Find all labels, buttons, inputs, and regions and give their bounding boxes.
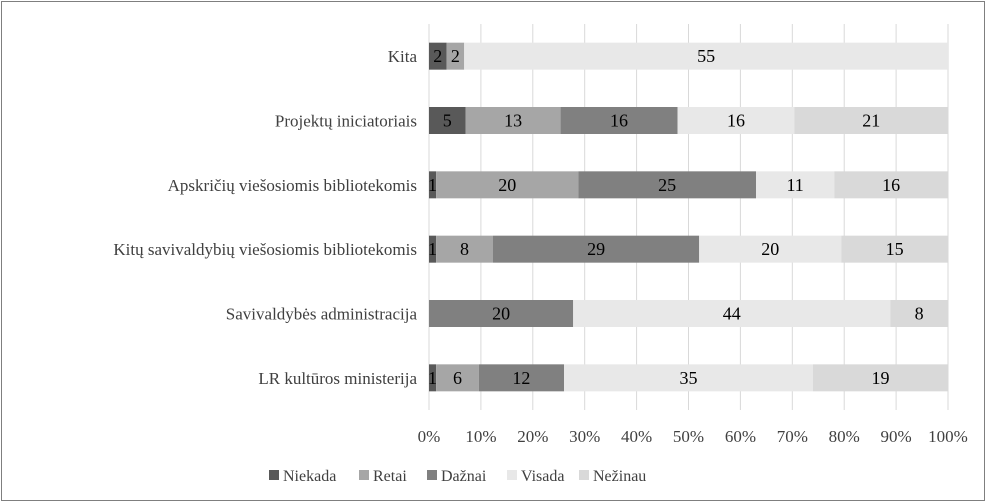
legend-swatch bbox=[427, 470, 437, 480]
bar-segment bbox=[429, 171, 437, 199]
data-label: 5 bbox=[443, 111, 452, 131]
category-label: LR kultūros ministerija bbox=[258, 369, 417, 388]
bar-segment bbox=[794, 107, 948, 134]
data-label: 1 bbox=[428, 175, 437, 195]
data-label: 13 bbox=[504, 111, 522, 131]
data-label: 8 bbox=[915, 304, 924, 324]
x-tick-label: 30% bbox=[569, 427, 600, 446]
data-label: 44 bbox=[723, 304, 741, 324]
x-tick-label: 20% bbox=[517, 427, 548, 446]
bar-segment bbox=[834, 171, 948, 199]
bar-segment bbox=[446, 42, 465, 70]
bar-segment bbox=[573, 300, 891, 327]
x-tick-label: 60% bbox=[725, 427, 756, 446]
data-label: 29 bbox=[587, 239, 605, 259]
category-label: Kita bbox=[388, 47, 418, 66]
legend-swatch bbox=[359, 470, 369, 480]
data-label: 2 bbox=[451, 46, 460, 66]
bar-segment bbox=[436, 364, 479, 392]
bar-segment bbox=[429, 107, 466, 134]
bar-segment bbox=[756, 171, 835, 199]
data-label: 15 bbox=[886, 239, 904, 259]
legend-label: Visada bbox=[521, 468, 564, 485]
bar-segment bbox=[677, 107, 795, 134]
data-label: 12 bbox=[512, 368, 530, 388]
data-label: 16 bbox=[882, 175, 900, 195]
data-label: 20 bbox=[492, 304, 510, 324]
x-tick-label: 80% bbox=[829, 427, 860, 446]
legend-swatch bbox=[579, 470, 589, 480]
x-tick-label: 10% bbox=[465, 427, 496, 446]
bar-segment bbox=[429, 300, 574, 327]
x-tick-label: 40% bbox=[621, 427, 652, 446]
bar-segment bbox=[429, 364, 437, 392]
bar-segment bbox=[564, 364, 813, 392]
x-tick-label: 100% bbox=[928, 427, 968, 446]
data-label: 1 bbox=[428, 368, 437, 388]
category-label: Projektų iniciatoriais bbox=[275, 112, 417, 131]
x-tick-label: 50% bbox=[673, 427, 704, 446]
bar-segment bbox=[841, 235, 948, 263]
legend-label: Nežinau bbox=[593, 468, 646, 485]
data-label: 55 bbox=[697, 46, 715, 66]
bar-segment bbox=[465, 107, 561, 134]
data-label: 20 bbox=[761, 239, 779, 259]
data-label: 25 bbox=[658, 175, 676, 195]
data-label: 20 bbox=[498, 175, 516, 195]
bar-segment bbox=[578, 171, 757, 199]
legend-swatch bbox=[507, 470, 517, 480]
data-label: 6 bbox=[453, 368, 462, 388]
legend-label: Retai bbox=[373, 468, 407, 485]
data-label: 19 bbox=[871, 368, 889, 388]
bar-segment bbox=[429, 235, 437, 263]
data-label: 16 bbox=[610, 111, 628, 131]
data-label: 11 bbox=[786, 175, 803, 195]
data-label: 35 bbox=[680, 368, 698, 388]
bar-segment bbox=[436, 171, 579, 199]
legend-label: Niekada bbox=[283, 468, 336, 485]
data-label: 21 bbox=[862, 111, 880, 131]
x-tick-label: 90% bbox=[881, 427, 912, 446]
bar-segment bbox=[492, 235, 700, 263]
bar-segment bbox=[436, 235, 493, 263]
category-label: Kitų savivaldybių viešosiomis biblioteko… bbox=[113, 240, 417, 259]
data-label: 8 bbox=[460, 239, 469, 259]
data-label: 1 bbox=[428, 239, 437, 259]
bar-segment bbox=[560, 107, 678, 134]
x-tick-label: 0% bbox=[418, 427, 441, 446]
legend-swatch bbox=[269, 470, 279, 480]
category-label: Savivaldybės administracija bbox=[226, 305, 418, 324]
x-tick-label: 70% bbox=[777, 427, 808, 446]
legend-label: Dažnai bbox=[441, 468, 487, 485]
data-label: 16 bbox=[727, 111, 745, 131]
bar-segment bbox=[699, 235, 842, 263]
bar-segment bbox=[429, 42, 447, 70]
category-label: Apskričių viešosiomis bibliotekomis bbox=[168, 176, 417, 195]
bar-segment bbox=[464, 42, 948, 70]
bar-segment bbox=[478, 364, 565, 392]
bar-segment bbox=[890, 300, 948, 327]
bar-segment bbox=[812, 364, 948, 392]
data-label: 2 bbox=[433, 46, 442, 66]
